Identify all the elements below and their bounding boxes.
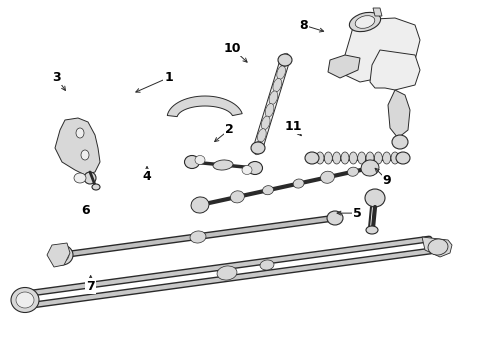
Ellipse shape (265, 103, 274, 117)
Ellipse shape (392, 135, 408, 149)
Ellipse shape (217, 266, 237, 280)
Ellipse shape (251, 142, 265, 154)
Ellipse shape (428, 239, 448, 255)
Ellipse shape (81, 150, 89, 160)
Text: 8: 8 (299, 19, 308, 32)
Polygon shape (167, 96, 242, 117)
Ellipse shape (365, 189, 385, 207)
Ellipse shape (11, 288, 39, 312)
Ellipse shape (76, 128, 84, 138)
Ellipse shape (305, 152, 319, 164)
Polygon shape (388, 90, 410, 138)
Ellipse shape (278, 54, 292, 66)
Ellipse shape (366, 152, 374, 164)
Text: 5: 5 (353, 207, 362, 220)
Ellipse shape (190, 231, 206, 243)
Ellipse shape (383, 152, 391, 164)
Text: 6: 6 (81, 204, 90, 217)
Ellipse shape (374, 152, 382, 164)
Ellipse shape (195, 156, 205, 165)
Ellipse shape (191, 197, 209, 213)
Ellipse shape (260, 260, 274, 270)
Ellipse shape (366, 226, 378, 234)
Ellipse shape (261, 116, 270, 130)
Ellipse shape (269, 91, 278, 104)
Ellipse shape (327, 211, 343, 225)
Ellipse shape (333, 152, 341, 164)
Ellipse shape (258, 129, 266, 142)
Polygon shape (422, 237, 452, 257)
Ellipse shape (347, 167, 359, 176)
Ellipse shape (341, 152, 349, 164)
Ellipse shape (254, 141, 262, 155)
Ellipse shape (185, 156, 199, 168)
Text: 11: 11 (284, 120, 302, 132)
Polygon shape (345, 18, 420, 82)
Ellipse shape (55, 248, 69, 261)
Text: 1: 1 (165, 71, 173, 84)
Text: 9: 9 (383, 174, 392, 186)
Text: 10: 10 (224, 42, 242, 55)
Ellipse shape (213, 160, 233, 170)
Ellipse shape (324, 152, 332, 164)
Ellipse shape (316, 152, 324, 164)
Ellipse shape (349, 12, 381, 32)
Polygon shape (55, 118, 100, 175)
Ellipse shape (230, 191, 245, 203)
Ellipse shape (281, 53, 289, 67)
Ellipse shape (16, 292, 34, 308)
Ellipse shape (74, 173, 86, 183)
Ellipse shape (51, 245, 73, 265)
Ellipse shape (242, 166, 252, 175)
Ellipse shape (396, 152, 410, 164)
Text: 2: 2 (225, 123, 234, 136)
Polygon shape (253, 60, 290, 148)
Ellipse shape (273, 78, 282, 92)
Text: 7: 7 (86, 280, 95, 293)
Ellipse shape (391, 152, 399, 164)
Ellipse shape (355, 15, 375, 28)
Ellipse shape (277, 66, 286, 79)
Ellipse shape (247, 162, 263, 175)
Ellipse shape (293, 179, 304, 188)
Ellipse shape (320, 171, 335, 183)
Polygon shape (370, 50, 420, 90)
Ellipse shape (84, 172, 96, 184)
Ellipse shape (92, 184, 100, 190)
Text: 4: 4 (143, 170, 151, 183)
Text: 3: 3 (52, 71, 61, 84)
Ellipse shape (349, 152, 357, 164)
Polygon shape (47, 243, 70, 267)
Ellipse shape (361, 160, 379, 176)
Polygon shape (328, 55, 360, 78)
Polygon shape (373, 8, 382, 16)
Ellipse shape (358, 152, 366, 164)
Ellipse shape (263, 186, 273, 195)
